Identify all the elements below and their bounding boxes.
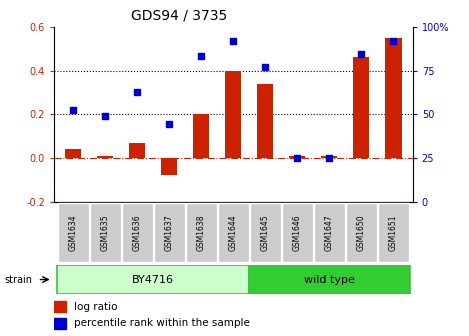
Bar <box>225 71 242 158</box>
Point <box>230 38 237 44</box>
Point <box>69 107 77 113</box>
Bar <box>193 114 209 158</box>
Point <box>134 90 141 95</box>
FancyBboxPatch shape <box>58 204 89 262</box>
Bar <box>97 156 113 158</box>
FancyBboxPatch shape <box>186 204 217 262</box>
Text: GSM1634: GSM1634 <box>68 214 78 251</box>
Text: wild type: wild type <box>304 275 355 285</box>
Text: GDS94 / 3735: GDS94 / 3735 <box>131 8 227 23</box>
Point <box>325 155 333 161</box>
Point <box>390 38 397 44</box>
FancyBboxPatch shape <box>250 265 409 294</box>
Text: GSM1651: GSM1651 <box>389 214 398 251</box>
Bar <box>129 142 145 158</box>
Bar <box>54 301 67 312</box>
Text: GSM1638: GSM1638 <box>197 214 206 251</box>
Bar <box>354 57 370 158</box>
Point <box>101 114 109 119</box>
FancyBboxPatch shape <box>154 204 185 262</box>
Text: BY4716: BY4716 <box>132 275 174 285</box>
FancyBboxPatch shape <box>378 204 409 262</box>
Bar <box>161 158 177 175</box>
Text: percentile rank within the sample: percentile rank within the sample <box>74 319 250 329</box>
Point <box>358 51 365 57</box>
FancyBboxPatch shape <box>218 204 249 262</box>
Bar <box>54 318 67 329</box>
Bar <box>257 84 273 158</box>
FancyBboxPatch shape <box>90 204 121 262</box>
Bar <box>65 149 81 158</box>
Text: GSM1650: GSM1650 <box>357 214 366 251</box>
Bar <box>289 156 305 158</box>
Bar <box>386 38 401 158</box>
Text: GSM1646: GSM1646 <box>293 214 302 251</box>
Text: GSM1636: GSM1636 <box>133 214 142 251</box>
FancyBboxPatch shape <box>122 204 152 262</box>
FancyBboxPatch shape <box>282 204 313 262</box>
Text: GSM1635: GSM1635 <box>101 214 110 251</box>
Point <box>262 65 269 70</box>
Bar <box>321 156 337 158</box>
FancyBboxPatch shape <box>57 265 250 294</box>
FancyBboxPatch shape <box>346 204 377 262</box>
Text: GSM1645: GSM1645 <box>261 214 270 251</box>
Text: GSM1647: GSM1647 <box>325 214 334 251</box>
FancyBboxPatch shape <box>250 204 281 262</box>
Point <box>197 54 205 59</box>
Text: strain: strain <box>5 275 33 285</box>
Point <box>166 121 173 127</box>
Text: GSM1644: GSM1644 <box>229 214 238 251</box>
Point <box>294 155 301 161</box>
Text: log ratio: log ratio <box>74 301 117 311</box>
FancyBboxPatch shape <box>314 204 345 262</box>
Text: GSM1637: GSM1637 <box>165 214 174 251</box>
